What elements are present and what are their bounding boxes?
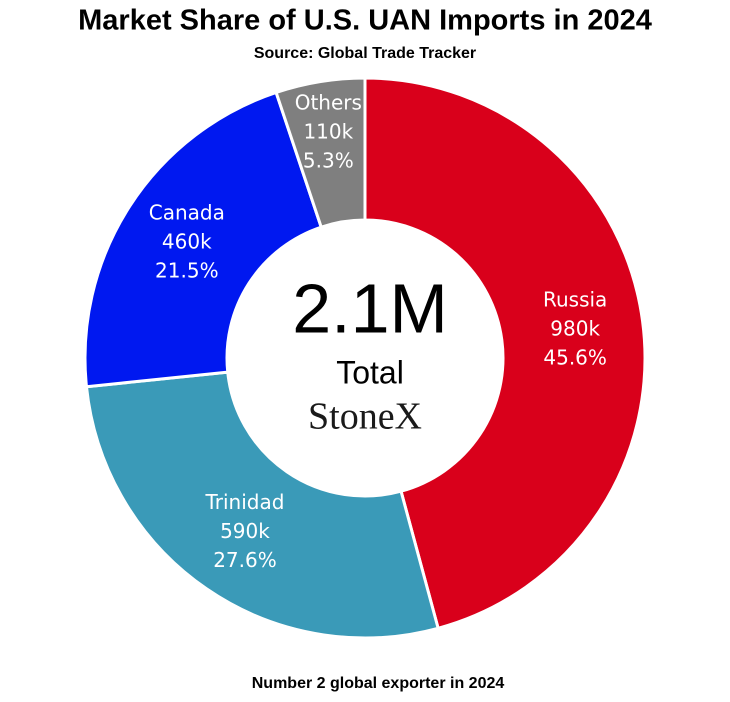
logo: StoneX [308, 396, 422, 438]
center-caption: Total [336, 354, 404, 390]
donut [83, 76, 647, 640]
footnote: Number 2 global exporter in 2024 [252, 675, 505, 692]
slice-label: Others [295, 90, 362, 114]
value-label: 980k [550, 317, 600, 341]
percentage-label: 5.3% [303, 148, 354, 172]
value-label: 110k [303, 119, 353, 143]
slice-label: Russia [543, 288, 607, 312]
slice-label: Trinidad [204, 490, 284, 514]
percentage-label: 21.5% [155, 259, 219, 283]
slice-label: Canada [149, 201, 225, 225]
chart-subtitle: Source: Global Trade Tracker [254, 45, 476, 62]
slice [83, 90, 324, 389]
value-label: 460k [162, 230, 212, 254]
slice [363, 76, 647, 631]
slice [274, 76, 367, 230]
chart-title: Market Share of U.S. UAN Imports in 2024 [78, 5, 652, 37]
value-label: 590k [220, 519, 270, 543]
percentage-label: 27.6% [213, 548, 277, 572]
percentage-label: 45.6% [543, 346, 607, 370]
center-value: 2.1M [292, 269, 448, 347]
slice [84, 370, 440, 640]
